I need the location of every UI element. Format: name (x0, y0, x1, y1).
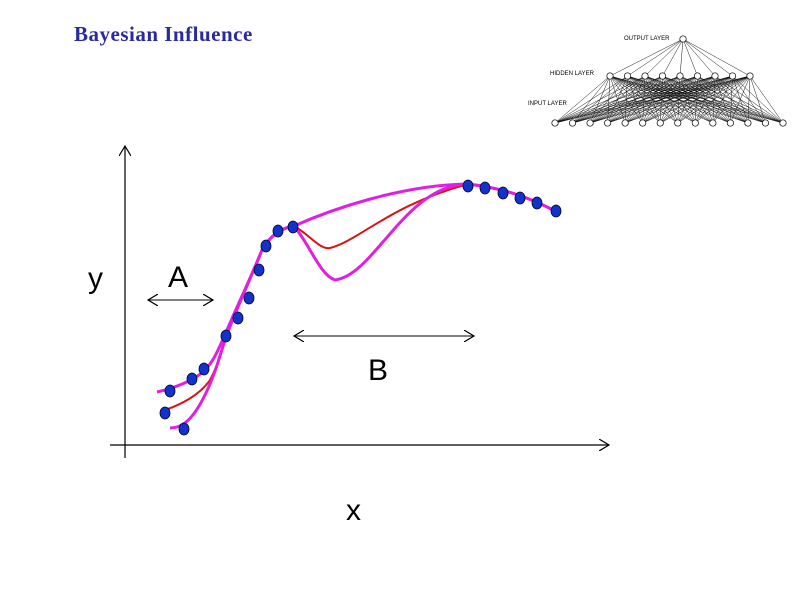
hidden-node (658, 72, 667, 80)
network-connection (554, 75, 751, 124)
network-connection (554, 75, 646, 124)
data-point (178, 422, 190, 436)
network-connection (609, 38, 684, 77)
input-node (604, 119, 612, 127)
hidden-node (606, 72, 614, 80)
network-connection (590, 75, 751, 124)
data-point (497, 186, 509, 200)
input-node (779, 119, 787, 127)
input-node (674, 119, 682, 127)
hidden-node (711, 72, 719, 80)
network-connection (554, 75, 733, 124)
network-connection (554, 75, 663, 124)
data-point (272, 224, 284, 238)
network-connection (554, 75, 698, 124)
input-node (568, 119, 577, 127)
input-node (691, 119, 699, 127)
input-layer-label: INPUT LAYER (528, 101, 567, 107)
input-node (656, 119, 664, 127)
network-connection (749, 75, 766, 124)
data-point (462, 179, 474, 193)
hidden-node (693, 72, 702, 80)
network-connection (682, 38, 716, 77)
hidden-layer-label: HIDDEN LAYER (550, 71, 595, 77)
input-node (621, 119, 629, 127)
network-connection (644, 38, 684, 77)
input-node (709, 119, 717, 127)
hidden-node (746, 72, 754, 80)
network-connection (679, 38, 684, 77)
data-point (514, 191, 526, 205)
input-node (586, 119, 594, 127)
data-point (164, 384, 176, 398)
data-point (479, 181, 491, 195)
data-point (232, 311, 244, 325)
neural-network-illustration: OUTPUT LAYER HIDDEN LAYER INPUT LAYER (528, 35, 787, 127)
data-point (220, 329, 232, 343)
network-connection (554, 75, 611, 124)
center-curve (164, 182, 558, 411)
network-connection (677, 75, 751, 124)
network-connection (627, 38, 684, 77)
hidden-node (728, 72, 737, 80)
network-connection (747, 75, 751, 124)
network-connection (730, 75, 751, 124)
network-connection (712, 75, 751, 124)
data-point (550, 204, 562, 218)
data-point (198, 362, 210, 376)
page-title: Bayesian Influence (74, 22, 253, 46)
region-b-label: B (368, 354, 388, 387)
data-point (159, 406, 171, 420)
network-connection (660, 75, 751, 124)
network-connection (572, 75, 751, 124)
network-connection (682, 38, 733, 77)
input-node (639, 119, 647, 127)
hidden-node (623, 72, 632, 80)
data-point (253, 263, 265, 277)
input-node (761, 119, 770, 127)
hidden-node (676, 72, 684, 80)
x-axis-label: x (346, 494, 361, 527)
hidden-node (641, 72, 649, 80)
network-connection (695, 75, 751, 124)
network-connection (662, 38, 684, 77)
data-point (186, 372, 198, 386)
region-a-label: A (168, 261, 188, 294)
network-connection (554, 75, 681, 124)
y-axis-label: y (88, 262, 103, 295)
network-connection (642, 75, 751, 124)
network-connection (682, 38, 698, 77)
network-connection (749, 75, 784, 124)
data-point (531, 196, 543, 210)
data-point (260, 239, 272, 253)
output-layer-label: OUTPUT LAYER (624, 36, 670, 42)
input-node (744, 119, 752, 127)
network-connection (607, 75, 751, 124)
output-node (679, 35, 687, 43)
data-point (243, 291, 255, 305)
network-connection (554, 75, 716, 124)
input-node (726, 119, 734, 127)
network-connection (682, 38, 751, 77)
network-connection (554, 75, 628, 124)
network-connection (625, 75, 751, 124)
data-point (287, 220, 299, 234)
input-node (551, 119, 559, 127)
data-points (159, 179, 562, 436)
lower-envelope-curve (169, 182, 558, 430)
